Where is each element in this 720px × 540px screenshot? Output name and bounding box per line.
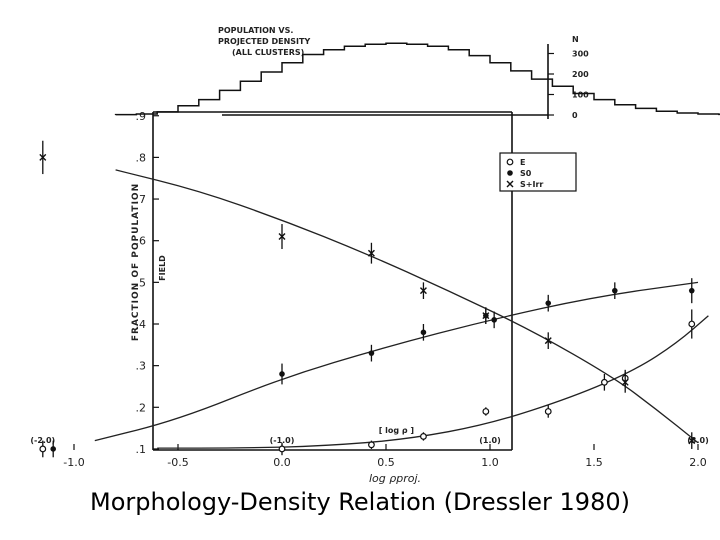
y-tick-label: .2 <box>136 401 147 414</box>
legend-label: S+Irr <box>520 180 543 189</box>
point-s-irr <box>688 437 696 445</box>
point-s-irr-stroke <box>621 378 629 386</box>
y-tick-label: .7 <box>136 193 147 206</box>
legend-label: S0 <box>520 169 532 178</box>
data-points <box>39 140 696 458</box>
inset-y-axis-label: N <box>572 35 579 44</box>
inset-tick-label: 300 <box>572 50 589 59</box>
point-s0 <box>545 300 552 306</box>
x-tick-label: 2.0 <box>689 456 707 469</box>
x-tick-label: 0.5 <box>377 456 395 469</box>
legend-label: E <box>520 158 525 167</box>
point-s0 <box>368 350 375 356</box>
point-e <box>420 433 427 440</box>
legend-marker <box>506 158 514 166</box>
inset-y-ticks: 0 100 200 300 <box>548 50 589 120</box>
point-e <box>482 408 490 415</box>
x-axis-ticks: -1.0 -0.5 0.0 0.5 1.0 1.5 2.0 <box>63 444 707 469</box>
legend-marker-stroke <box>506 180 514 188</box>
curve-s0 <box>94 281 699 442</box>
y-tick-label: .6 <box>136 235 147 248</box>
y-tick-label: .3 <box>136 360 147 373</box>
point-s0 <box>491 317 497 323</box>
point-s-irr-stroke <box>544 337 552 345</box>
point-s-irr <box>482 312 490 320</box>
y-tick-label: .5 <box>136 276 147 289</box>
histogram-outline <box>114 42 720 116</box>
inset-title-line: (ALL CLUSTERS) <box>232 48 304 57</box>
density-scale-title: [ log ρ ] <box>379 426 414 435</box>
point-e <box>368 441 375 449</box>
x-tick-label: 1.5 <box>585 456 603 469</box>
inset-histogram <box>222 44 549 119</box>
point-e <box>601 378 608 386</box>
density-scale-label: (1.0) <box>479 436 500 445</box>
point-s-irr <box>367 249 375 257</box>
density-scale-label: (3.0) <box>687 436 708 445</box>
y-axis-ticks: .1 .2 .3 .4 .5 .6 .7 .8 .9 <box>136 110 159 456</box>
point-e <box>39 445 47 453</box>
point-s-irr-stroke <box>278 233 286 241</box>
figure-caption: Morphology-Density Relation (Dressler 19… <box>90 488 630 516</box>
field-label: FIELD <box>158 255 167 281</box>
point-e <box>688 320 696 328</box>
point-e <box>544 408 552 415</box>
inset-tick-label: 0 <box>572 111 578 120</box>
y-tick-label: .4 <box>136 318 147 331</box>
inset-title: POPULATION VS. PROJECTED DENSITY (ALL CLUS… <box>218 26 310 57</box>
density-scale-label: (-2.0) <box>30 436 55 445</box>
point-s0 <box>612 287 618 294</box>
inset-tick-label: 100 <box>572 91 589 100</box>
point-s-irr-stroke <box>419 287 427 295</box>
x-tick-label: 0.0 <box>273 456 291 469</box>
legend-marker <box>507 170 513 176</box>
point-s-irr-stroke <box>39 153 47 161</box>
point-s-irr <box>419 287 427 295</box>
y-axis-label: FRACTION OF POPULATION <box>131 183 141 341</box>
curve-e <box>157 315 709 449</box>
curve-s-irr <box>115 169 699 444</box>
point-s-irr <box>39 153 47 161</box>
y-tick-label: .9 <box>136 110 147 123</box>
legend: E S0 S+Irr <box>499 152 577 192</box>
point-s0 <box>50 446 56 452</box>
inset-title-line: PROJECTED DENSITY <box>218 37 310 46</box>
histogram-steps <box>114 42 720 116</box>
point-s-irr-stroke <box>367 249 375 257</box>
inset-tick-label: 200 <box>572 70 589 79</box>
x-tick-label: 1.0 <box>481 456 499 469</box>
fit-curves <box>94 169 709 449</box>
x-tick-label: -1.0 <box>63 456 84 469</box>
legend-marker <box>506 180 514 188</box>
point-s-irr-stroke <box>482 312 490 320</box>
y-tick-label: .8 <box>136 151 147 164</box>
x-axis-label: log ρproj. <box>369 472 421 485</box>
x-tick-label: -0.5 <box>167 456 188 469</box>
point-s-irr <box>621 378 629 386</box>
point-s-irr <box>278 233 286 241</box>
density-scale-label: (-1.0) <box>270 436 295 445</box>
inset-title-line: POPULATION VS. <box>218 26 293 35</box>
point-s0 <box>279 371 285 377</box>
point-s0 <box>688 287 695 294</box>
point-s-irr-stroke <box>688 437 696 445</box>
point-s0 <box>420 329 427 336</box>
y-tick-label: .1 <box>136 443 147 456</box>
point-e <box>278 445 286 453</box>
point-s-irr <box>544 337 552 345</box>
density-scale: (-2.0) (-1.0) (1.0) (3.0) [ log ρ ] <box>30 426 708 445</box>
